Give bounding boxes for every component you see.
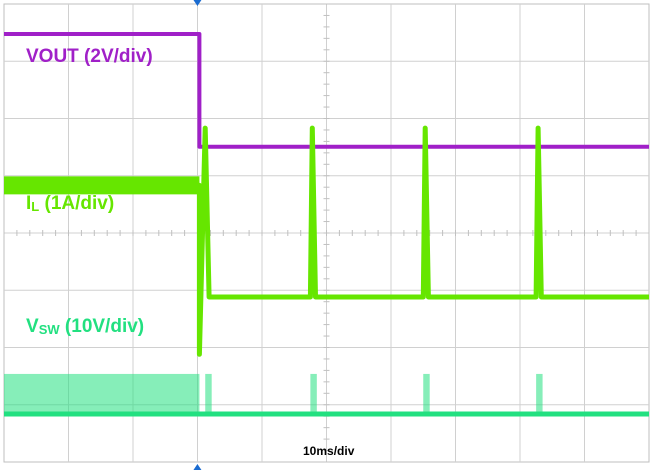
series-label-il: IL (1A/div) [26,193,114,214]
series-label-vout: VOUT (2V/div) [26,46,153,67]
il-ripple-band [4,176,200,195]
vsw-switching-burst [205,373,212,414]
x-axis-label: 10ms/div [303,444,355,458]
trigger-marker-bottom [193,464,202,470]
vsw-switching-burst [536,373,543,414]
vsw-switching-burst [4,373,200,414]
trigger-markers [193,0,202,470]
traces [4,32,649,417]
vsw-switching-burst [310,373,317,414]
series-label-vsw: VSW (10V/div) [26,316,144,337]
trigger-marker-top [193,0,202,6]
trace-il [4,125,649,357]
vsw-switching-burst [423,373,430,414]
